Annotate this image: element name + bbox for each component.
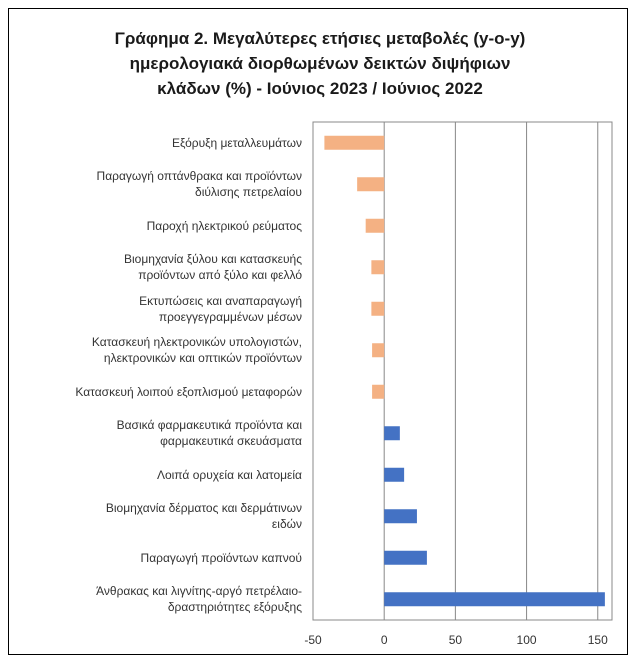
bar <box>371 260 385 275</box>
plot-border <box>312 121 613 621</box>
bar <box>365 218 385 233</box>
y-tick-label: Κατασκευή λοιπού εξοπλισμού μεταφορών <box>75 384 302 399</box>
x-tick-label: 0 <box>381 633 388 647</box>
x-tick-label: 150 <box>588 633 608 647</box>
x-tick-label: 100 <box>517 633 537 647</box>
bar <box>324 135 385 150</box>
y-tick-label: Παραγωγή οπτάνθρακα και προϊόντων διύλισ… <box>96 169 302 200</box>
bar <box>372 343 385 358</box>
bar <box>357 177 385 192</box>
x-tick-label: 50 <box>449 633 463 647</box>
y-tick-label: Λοιπά ορυχεία και λατομεία <box>156 467 302 482</box>
x-tick-label: -50 <box>304 633 322 647</box>
y-tick-label: Παραγωγή προϊόντων καπνού <box>140 550 302 565</box>
bar <box>371 301 385 316</box>
y-tick-label: Βιομηχανία ξύλου και κατασκευής προϊόντω… <box>124 252 302 283</box>
bar <box>384 467 405 482</box>
y-tick-label: Παροχή ηλεκτρικού ρεύματος <box>146 218 302 233</box>
y-tick-label: Άνθρακας και λιγνίτης-αργό πετρέλαιο- δρ… <box>96 584 302 615</box>
bar <box>384 426 400 441</box>
bar <box>384 592 605 607</box>
bar <box>384 509 417 524</box>
y-tick-label: Εξόρυξη μεταλλευμάτων <box>172 135 302 150</box>
y-tick-label: Βιομηχανία δέρματος και δερμάτινων ειδών <box>105 501 302 532</box>
y-tick-label: Εκτυπώσεις και αναπαραγωγή προεγγεγραμμέ… <box>139 293 302 324</box>
chart-title: Γράφημα 2. Μεγαλύτερες ετήσιες μεταβολές… <box>114 29 526 98</box>
bar <box>372 384 385 399</box>
y-tick-label: Βασικά φαρμακευτικά προϊόντα και φαρμακε… <box>116 418 302 449</box>
chart-frame <box>8 8 628 655</box>
bar <box>384 550 427 565</box>
y-tick-label: Κατασκευή ηλεκτρονικών υπολογιστών, ηλεκ… <box>91 335 302 366</box>
